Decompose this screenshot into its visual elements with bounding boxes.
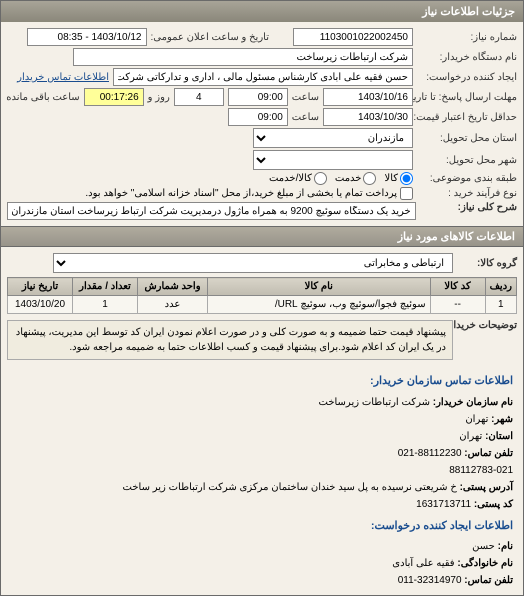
countdown-input <box>84 88 144 106</box>
table-header-row: ردیف کد کالا نام کالا واحد شمارش تعداد /… <box>8 278 517 296</box>
creator-label: ایجاد کننده درخواست: <box>417 72 517 83</box>
th-unit: واحد شمارش <box>138 278 208 296</box>
creator-input[interactable] <box>113 68 413 86</box>
c-prov-label: استان: <box>485 431 513 442</box>
buyer-desc-box: پیشنهاد قیمت حتما ضمیمه و به صورت کلی و … <box>7 320 453 360</box>
announce-label: تاریخ و ساعت اعلان عمومی: <box>151 32 270 43</box>
c-postal-label: کد پستی: <box>474 499 513 510</box>
time-label-1: ساعت <box>292 92 319 103</box>
c-org: شرکت ارتباطات زیرساخت <box>319 397 430 408</box>
category-radio-group: کالا خدمت کالا/خدمت <box>269 172 413 185</box>
cell-unit: عدد <box>138 296 208 314</box>
city-select[interactable] <box>253 150 413 170</box>
treasury-checkbox[interactable]: پرداخت تمام یا بخشی از مبلغ خرید،از محل … <box>85 187 413 200</box>
days-input[interactable] <box>174 88 224 106</box>
validity-time-input[interactable] <box>228 108 288 126</box>
c-phone2-label: تلفن تماس: <box>464 575 513 586</box>
desc-label: شرح کلی نیاز: <box>420 202 517 213</box>
group-label: طبقه بندی موضوعی: <box>417 173 517 184</box>
process-label: نوع فرآیند خرید : <box>417 188 517 199</box>
radio-kala[interactable]: کالا <box>384 172 413 185</box>
table-row[interactable]: 1 -- سوئیچ فجوا/سوئیچ وب، سوئیچ URL/ عدد… <box>8 296 517 314</box>
days-label: روز و <box>148 92 170 103</box>
radio-khadamat[interactable]: خدمت <box>335 172 377 185</box>
deadline-date-input[interactable] <box>323 88 413 106</box>
deadline-time-input[interactable] <box>228 88 288 106</box>
buyer-desc-label: توضیحات خریدار: <box>457 320 517 331</box>
items-table: ردیف کد کالا نام کالا واحد شمارش تعداد /… <box>7 277 517 314</box>
validity-label: حداقل تاریخ اعتبار قیمت: تا تاریخ: <box>417 112 517 123</box>
th-code: کد کالا <box>430 278 485 296</box>
c-addr: خ شریعتی نرسیده به پل سید خندان ساختمان … <box>123 482 457 493</box>
c-prov: تهران <box>459 431 482 442</box>
org-label: نام دستگاه خریدار: <box>417 52 517 63</box>
validity-date-input[interactable] <box>323 108 413 126</box>
c-name: حسن <box>472 541 495 552</box>
c-city-label: شهر: <box>491 414 513 425</box>
page-header: جزئیات اطلاعات نیاز <box>1 1 523 22</box>
th-name: نام کالا <box>208 278 431 296</box>
items-header: اطلاعات کالاهای مورد نیاز <box>1 226 523 247</box>
c-name-label: نام: <box>498 541 513 552</box>
need-no-input[interactable] <box>293 28 413 46</box>
c-city: تهران <box>465 414 488 425</box>
form-section: شماره نیاز: تاریخ و ساعت اعلان عمومی: نا… <box>1 22 523 226</box>
province-label: استان محل تحویل: <box>417 133 517 144</box>
cell-index: 1 <box>485 296 516 314</box>
city-label: شهر محل تحویل: <box>417 155 517 166</box>
cell-qty: 1 <box>73 296 138 314</box>
c-phone-label: تلفن تماس: <box>464 448 513 459</box>
contact-section: اطلاعات تماس سازمان خریدار: نام سازمان خ… <box>1 366 523 595</box>
group-field-label: گروه کالا: <box>457 258 517 269</box>
cell-code: -- <box>430 296 485 314</box>
main-container: جزئیات اطلاعات نیاز شماره نیاز: تاریخ و … <box>0 0 524 596</box>
contact-link[interactable]: اطلاعات تماس خریدار <box>17 72 109 83</box>
remaining-label: ساعت باقی مانده <box>6 92 79 103</box>
th-qty: تعداد / مقدار <box>73 278 138 296</box>
creator-title: اطلاعات ایجاد کننده درخواست: <box>11 517 513 536</box>
cell-name: سوئیچ فجوا/سوئیچ وب، سوئیچ URL/ <box>208 296 431 314</box>
c-family: فقیه علی آبادی <box>392 558 454 569</box>
time-label-2: ساعت <box>292 112 319 123</box>
cell-date: 1403/10/20 <box>8 296 73 314</box>
group-field-select[interactable]: ارتباطی و مخابراتی <box>53 253 453 273</box>
c-org-label: نام سازمان خریدار: <box>433 397 513 408</box>
c-phone2: 32314970-011 <box>398 575 462 586</box>
th-date: تاریخ نیاز <box>8 278 73 296</box>
c-postal: 1631713711 <box>416 499 471 510</box>
c-family-label: نام خانوادگی: <box>457 558 513 569</box>
desc-input[interactable] <box>7 202 416 220</box>
contact-title: اطلاعات تماس سازمان خریدار: <box>11 372 513 391</box>
province-select[interactable]: مازندران <box>253 128 413 148</box>
announce-input[interactable] <box>27 28 147 46</box>
th-index: ردیف <box>485 278 516 296</box>
radio-kala-khadamat[interactable]: کالا/خدمت <box>269 172 327 185</box>
org-input[interactable] <box>73 48 413 66</box>
need-no-label: شماره نیاز: <box>417 32 517 43</box>
c-addr-label: آدرس پستی: <box>460 482 513 493</box>
deadline-label: مهلت ارسال پاسخ: تا تاریخ: <box>417 92 517 103</box>
